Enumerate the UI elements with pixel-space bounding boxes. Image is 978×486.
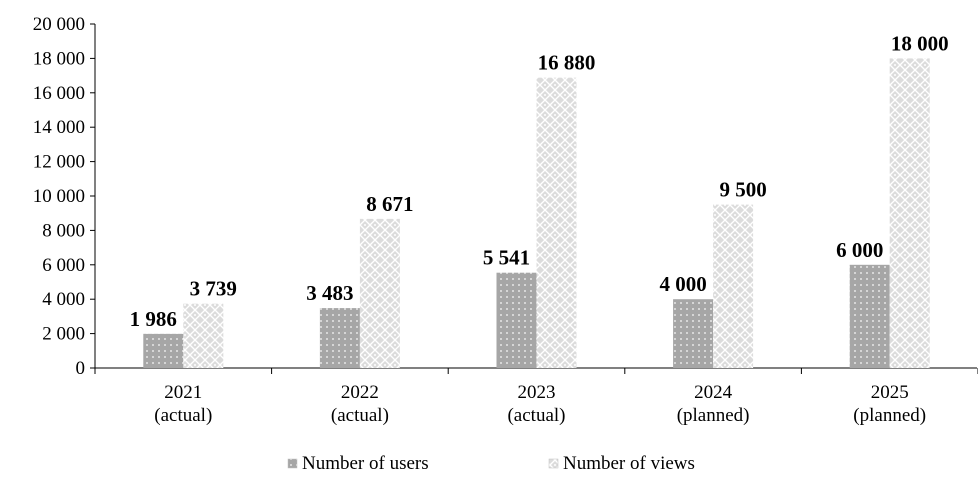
y-tick-label: 2 000: [42, 324, 85, 345]
y-tick-label: 8 000: [42, 220, 85, 241]
legend-swatch-users: [287, 458, 298, 469]
data-label: 3 483: [306, 281, 353, 305]
x-tick-label: 2024: [694, 382, 733, 403]
data-label: 1 986: [130, 307, 177, 331]
y-tick-label: 16 000: [33, 83, 85, 104]
legend-label-users: Number of users: [302, 453, 429, 474]
legend-label-views: Number of views: [563, 453, 695, 474]
x-tick-label: (planned): [677, 405, 750, 426]
data-label: 3 739: [190, 277, 237, 301]
y-tick-label: 6 000: [42, 255, 85, 276]
bar-views: [889, 58, 930, 369]
x-tick-label: (actual): [507, 405, 565, 426]
data-label: 4 000: [659, 272, 706, 296]
bar-views: [359, 218, 400, 368]
bar-users: [143, 333, 184, 368]
x-tick-label: (actual): [154, 405, 212, 426]
y-tick-label: 10 000: [33, 186, 85, 207]
bar-views: [713, 204, 754, 368]
legend-swatch-views: [548, 458, 559, 469]
axes: 0 2 000 4 000 6 000 8 000 10 000 12 000 14 000 1…: [33, 14, 978, 426]
x-tick-label: (actual): [331, 405, 389, 426]
data-label: 18 000: [891, 31, 949, 55]
bar-views: [183, 303, 224, 368]
data-label: 5 541: [483, 246, 530, 270]
x-tick-label: 2025: [871, 382, 909, 403]
x-tick-label: 2023: [518, 382, 556, 403]
x-tick-label: 2022: [341, 382, 379, 403]
y-tick-label: 18 000: [33, 48, 85, 69]
data-label: 16 880: [538, 51, 596, 75]
x-tick-label: 2021: [164, 382, 202, 403]
bar-users: [849, 264, 890, 368]
y-tick-label: 4 000: [42, 289, 85, 310]
bar-users: [673, 299, 714, 368]
data-label: 8 671: [366, 192, 413, 216]
y-tick-label: 0: [76, 358, 86, 379]
bar-users: [319, 308, 360, 368]
bar-views: [536, 77, 577, 368]
y-tick-label: 12 000: [33, 152, 85, 173]
legend: Number of users Number of views: [287, 453, 695, 474]
data-label: 6 000: [836, 238, 883, 262]
data-labels: 1 986 3 483 5 541 4 000 6 000 3 739 8 671 16 88…: [130, 31, 949, 330]
x-tick-label: (planned): [853, 405, 926, 426]
bars: [143, 58, 930, 369]
data-label: 9 500: [719, 178, 766, 202]
y-tick-label: 14 000: [33, 117, 85, 138]
bar-users: [496, 272, 537, 368]
y-tick-label: 20 000: [33, 14, 85, 35]
